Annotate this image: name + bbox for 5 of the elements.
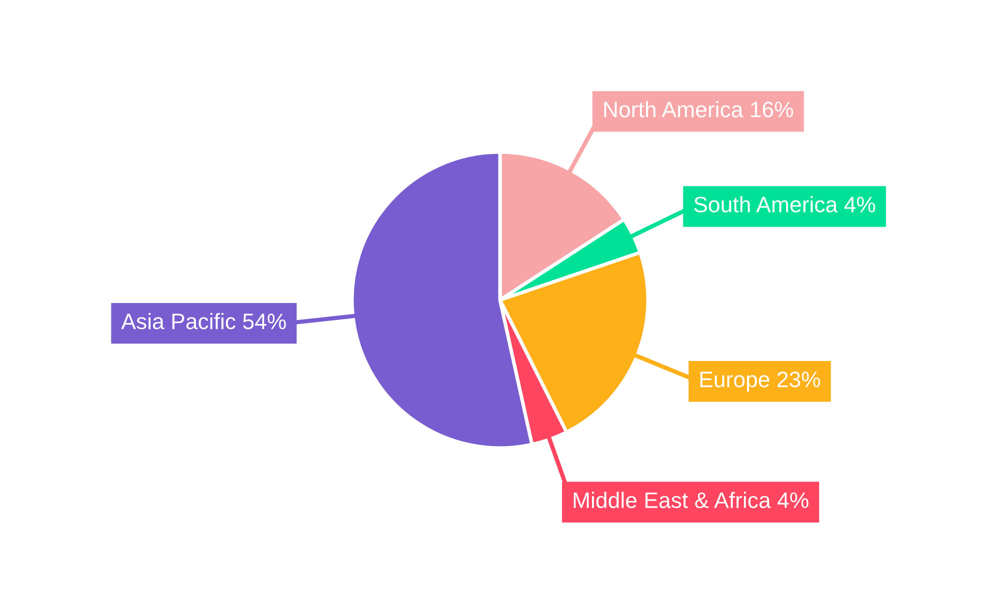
slice-label: Europe 23% (700, 372, 820, 392)
slice-label: North America 16% (604, 101, 794, 118)
slice-label: Middle East & Africa 4% (574, 492, 808, 508)
slice-label: Asia Pacific 54% (121, 312, 286, 330)
slice-label: South America 4% (694, 196, 876, 212)
